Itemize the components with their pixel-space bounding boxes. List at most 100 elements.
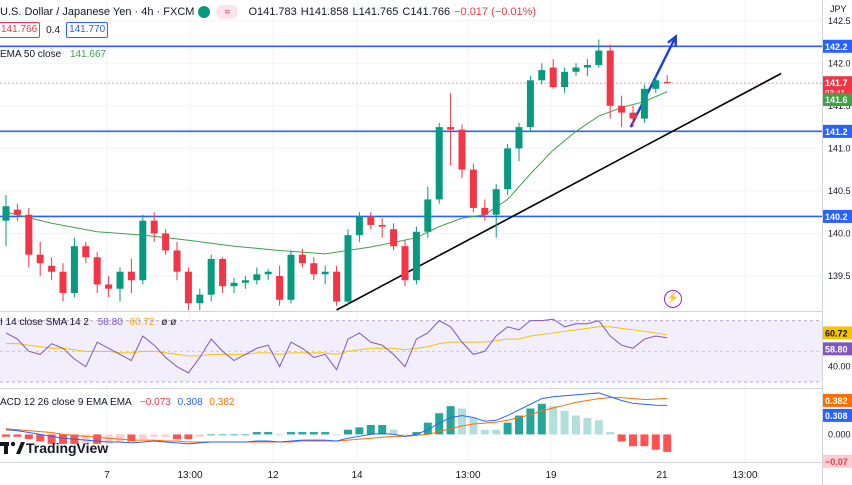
candle-body [298, 254, 306, 264]
rsi-legend[interactable]: I 14 close SMA 14 2 58.80 60.72 ø ø [0, 317, 176, 328]
candle-body [390, 229, 398, 247]
ask-button[interactable]: 141.770 [66, 22, 109, 38]
candle-body [492, 189, 500, 215]
time-tick-label: 7 [104, 470, 110, 481]
candle-body [549, 67, 557, 88]
macd-histogram-bar [594, 420, 603, 435]
price-tick-label: 140.0 [828, 228, 851, 238]
rsi-sma-tag-bg [823, 326, 852, 340]
macd-pane [2, 392, 672, 452]
macd-histogram-bar [537, 403, 546, 435]
tradingview-logo[interactable]: TradingView [0, 440, 108, 456]
chart-header: U.S. Dollar / Japanese Yen · 4h · FXCM ≈… [0, 4, 536, 20]
price-tag-resistance-mid-bg [823, 124, 852, 138]
macd-histogram-bar [264, 432, 273, 435]
macd-legend[interactable]: ACD 12 26 close 9 EMA EMA −0.073 0.308 0… [0, 397, 234, 408]
candle-body [469, 169, 477, 208]
price-change: −0.017 (−0.01%) [454, 6, 537, 18]
ohlc-low: L141.765 [352, 6, 399, 18]
brand-name: TradingView [26, 440, 109, 456]
candle-body [378, 224, 386, 227]
market-open-icon [198, 6, 211, 18]
last-price-tag: 141.7 [825, 78, 848, 88]
macd-line [5, 392, 668, 445]
price-axis[interactable]: 142.5142.0141.5141.0140.5140.0139.540.00… [823, 0, 852, 485]
macd-histogram-bar [640, 434, 649, 447]
macd-tag: 0.308 [825, 411, 848, 421]
macd-histogram-bar [480, 429, 489, 435]
rsi-sma-tag: 60.72 [825, 328, 848, 338]
macd-histogram-bar [309, 432, 318, 435]
macd-label: ACD 12 26 close 9 EMA EMA [0, 397, 132, 408]
macd-histogram-bar [412, 432, 421, 435]
macd-histogram-bar [252, 432, 261, 435]
wave-icon[interactable]: ≈ [216, 5, 239, 19]
macd-histogram-bar [401, 434, 409, 436]
candle-body [618, 105, 626, 113]
macd-histogram-bar [287, 432, 295, 435]
macd-histogram-bar [389, 429, 398, 435]
price-tag-support-low: 140.2 [825, 212, 848, 222]
candle-body [640, 88, 648, 119]
candle-body [219, 258, 227, 287]
macd-hist-tag: −0.07 [825, 457, 848, 467]
macd-histogram-bar [218, 434, 227, 436]
trend-line [336, 72, 782, 311]
lightning-icon[interactable]: ⚡ [664, 290, 682, 308]
macd-hist-tag-bg [823, 454, 852, 468]
candle-body [652, 80, 660, 89]
macd-histogram-bar [24, 434, 33, 440]
ema-legend[interactable]: EMA 50 close 141.667 [0, 49, 106, 60]
rsi-sma-value: 60.72 [129, 317, 155, 328]
macd-histogram-bar [161, 434, 170, 437]
time-axis[interactable]: 7 13:00 12 14 13:00 19 21 13:00 [104, 470, 758, 481]
candle-body [230, 282, 238, 287]
horizontal-lines[interactable] [0, 45, 822, 218]
macd-histogram-bar [127, 434, 136, 442]
tradingview-logo-icon [0, 441, 25, 454]
macd-histogram-bar [629, 434, 637, 447]
macd-histogram-bar [150, 434, 159, 437]
candle-body [333, 271, 341, 302]
macd-histogram-bar [36, 434, 45, 442]
macd-tag-bg [823, 408, 852, 422]
candle-body [629, 112, 637, 119]
macd-histogram-bar [2, 434, 10, 437]
macd-histogram-bar [355, 427, 364, 435]
price-tag-support-low-bg [823, 209, 852, 223]
symbol-title[interactable]: U.S. Dollar / Japanese Yen · 4h · FXCM [0, 6, 195, 18]
macd-signal-tag: 0.382 [825, 396, 848, 406]
candle-body [162, 233, 170, 251]
candle-body [572, 67, 580, 72]
macd-histogram-bar [184, 434, 193, 440]
candle-body [25, 214, 33, 255]
candle-body [595, 50, 603, 65]
candle-body [412, 231, 420, 281]
time-tick-label: 19 [545, 470, 557, 481]
time-tick-label: 14 [351, 470, 363, 481]
candle-body [344, 235, 352, 302]
candle-body [321, 271, 329, 275]
macd-histogram-bar [207, 434, 216, 436]
currency-label[interactable]: JPY [830, 4, 847, 14]
candle-body [583, 64, 591, 68]
time-tick-label: 13:00 [732, 470, 757, 481]
macd-histogram-bar [344, 429, 352, 435]
macd-histogram-bar [47, 434, 56, 444]
macd-histogram-bar [583, 417, 592, 435]
candle-body [2, 206, 10, 221]
bid-button[interactable]: 141.766 [0, 22, 41, 38]
price-tag-resistance-top-bg [823, 39, 852, 53]
price-tag-ema: 141.6 [825, 95, 848, 105]
candle-body [241, 280, 249, 283]
candle-body [447, 127, 455, 130]
candle-body [93, 257, 101, 285]
price-tick-label: 141.0 [828, 143, 851, 153]
candle-body [458, 129, 466, 170]
macd-histogram-bar [492, 429, 501, 435]
macd-histogram-bar [195, 434, 204, 437]
macd-histogram-bar [298, 432, 307, 435]
candle-body [139, 220, 147, 281]
